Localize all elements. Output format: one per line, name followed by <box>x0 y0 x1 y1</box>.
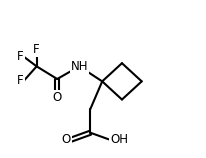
Text: F: F <box>17 74 24 87</box>
Text: NH: NH <box>70 60 88 73</box>
Text: F: F <box>17 50 24 63</box>
Text: O: O <box>61 133 71 146</box>
Text: O: O <box>53 91 62 104</box>
Text: F: F <box>33 43 40 56</box>
Text: OH: OH <box>110 133 128 146</box>
